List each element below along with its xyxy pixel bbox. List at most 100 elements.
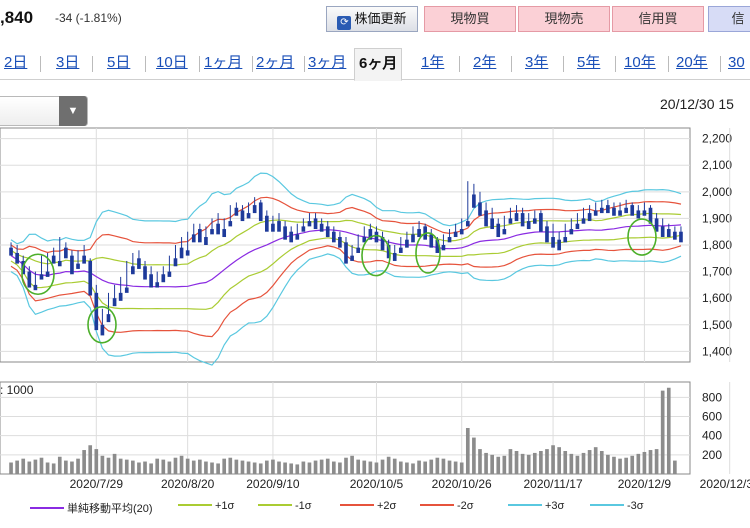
volume-bar <box>386 456 391 474</box>
volume-bar <box>374 462 379 474</box>
volume-bar <box>362 460 367 474</box>
candle-body <box>526 221 531 230</box>
volume-bar <box>198 459 202 474</box>
tab-1m[interactable]: 1ヶ月 <box>204 54 243 71</box>
candle-body <box>265 215 269 232</box>
candle-body <box>94 292 99 331</box>
date-tick-label: 2020/10/26 <box>432 477 492 491</box>
refresh-price-button[interactable]: ⟳ 株価更新 <box>326 6 418 32</box>
tab-3m[interactable]: 3ヶ月 <box>308 54 347 71</box>
price-tick-label: 1,800 <box>702 238 732 252</box>
price-tick-label: 1,700 <box>702 265 732 279</box>
cash-buy-button[interactable]: 現物買 <box>424 6 516 32</box>
legend-swatch <box>258 504 292 506</box>
candle-body <box>210 229 214 235</box>
candle-body <box>204 237 208 245</box>
triangle-down-icon[interactable]: ▼ <box>59 96 87 126</box>
tab-3y[interactable]: 3年 <box>525 54 549 71</box>
volume-bar <box>94 449 99 474</box>
candle-body <box>417 229 421 238</box>
tab-1y[interactable]: 1年 <box>421 54 445 71</box>
volume-bar <box>137 462 141 474</box>
price-tick-label: 2,100 <box>702 158 732 172</box>
volume-bar <box>210 462 214 474</box>
candle-body <box>520 213 525 227</box>
candle-body <box>514 213 519 222</box>
tab-10y[interactable]: 10年 <box>624 54 656 71</box>
volume-bar <box>398 461 403 474</box>
candle-body <box>575 223 580 230</box>
candle-body <box>143 266 147 280</box>
candle-body <box>508 218 513 224</box>
volume-bar <box>545 449 549 474</box>
volume-bar <box>648 450 653 474</box>
volume-bar <box>496 456 501 474</box>
candle-body <box>9 247 13 256</box>
candle-body <box>64 247 68 259</box>
tab-5y[interactable]: 5年 <box>577 54 601 71</box>
tab-2y[interactable]: 2年 <box>473 54 497 71</box>
date-tick-label: 2020/11/17 <box>523 477 582 491</box>
volume-bar <box>459 462 464 474</box>
volume-bar <box>587 450 592 474</box>
candle-body <box>447 237 452 243</box>
volume-bar <box>417 460 421 474</box>
margin-buy-button[interactable]: 信用買 <box>612 6 704 32</box>
tab-separator <box>304 56 305 72</box>
tab-separator <box>40 56 41 72</box>
margin-sell-button[interactable]: 信 <box>708 6 750 32</box>
refresh-icon: ⟳ <box>337 16 352 30</box>
candle-body <box>240 210 245 222</box>
candle-body <box>307 221 312 227</box>
volume-bar <box>100 455 105 474</box>
volume-bar <box>307 462 312 474</box>
volume-bar <box>204 461 208 474</box>
date-tick-label: 2020/12/9 <box>618 477 672 491</box>
volume-bar <box>149 463 153 474</box>
candle-body <box>612 207 616 216</box>
volume-tick-label: 800 <box>702 390 722 404</box>
volume-bar <box>325 458 330 474</box>
volume-bar <box>283 462 287 474</box>
volume-bar <box>185 458 190 474</box>
candle-body <box>636 210 641 219</box>
candle-body <box>185 250 190 256</box>
volume-bar <box>21 458 26 474</box>
tab-20y[interactable]: 20年 <box>676 54 708 71</box>
chart-type-select[interactable]: ▼ <box>0 96 88 126</box>
volume-bar <box>319 459 324 474</box>
candle-body <box>167 271 172 277</box>
candle-body <box>100 324 105 336</box>
candle-body <box>593 210 598 216</box>
volume-bar <box>295 464 300 474</box>
candle-body <box>15 252 19 264</box>
tab-2m[interactable]: 2ヶ月 <box>256 54 295 71</box>
price-chart[interactable]: 1,400 1,500 1,600 1,700 1,800 1,900 2,000 2,100… <box>0 126 750 500</box>
tab-separator <box>563 56 564 72</box>
plus1sigma-line <box>10 212 682 266</box>
candle-body <box>325 226 330 238</box>
volume-bar <box>666 387 671 474</box>
tab-6m[interactable]: 6ヶ月 <box>354 48 403 81</box>
tab-10d[interactable]: 10日 <box>156 54 188 71</box>
volume-bar <box>252 462 257 474</box>
candle-body <box>606 205 610 214</box>
volume-bar <box>429 459 434 474</box>
date-tick-label: 2020/7/29 <box>70 477 124 491</box>
candle-body <box>45 271 50 277</box>
cash-sell-button[interactable]: 現物売 <box>518 6 610 32</box>
tab-30y[interactable]: 30 <box>728 54 745 71</box>
tab-2d[interactable]: 2日 <box>4 54 28 71</box>
legend-swatch <box>590 504 624 506</box>
date-tick-label: 2020/9/10 <box>246 477 300 491</box>
tab-3d[interactable]: 3日 <box>56 54 80 71</box>
minus3sigma-line <box>10 253 682 366</box>
volume-bar <box>301 461 306 474</box>
candle-body <box>301 226 306 232</box>
volume-bar <box>191 460 196 474</box>
tab-5d[interactable]: 5日 <box>107 54 131 71</box>
candle-body <box>441 245 446 251</box>
volume-bar <box>484 452 488 474</box>
candle-body <box>496 223 501 238</box>
quote-header: ,840 -34 (-1.81%) ⟳ 株価更新 現物買 現物売 信用買 信 <box>0 0 750 36</box>
